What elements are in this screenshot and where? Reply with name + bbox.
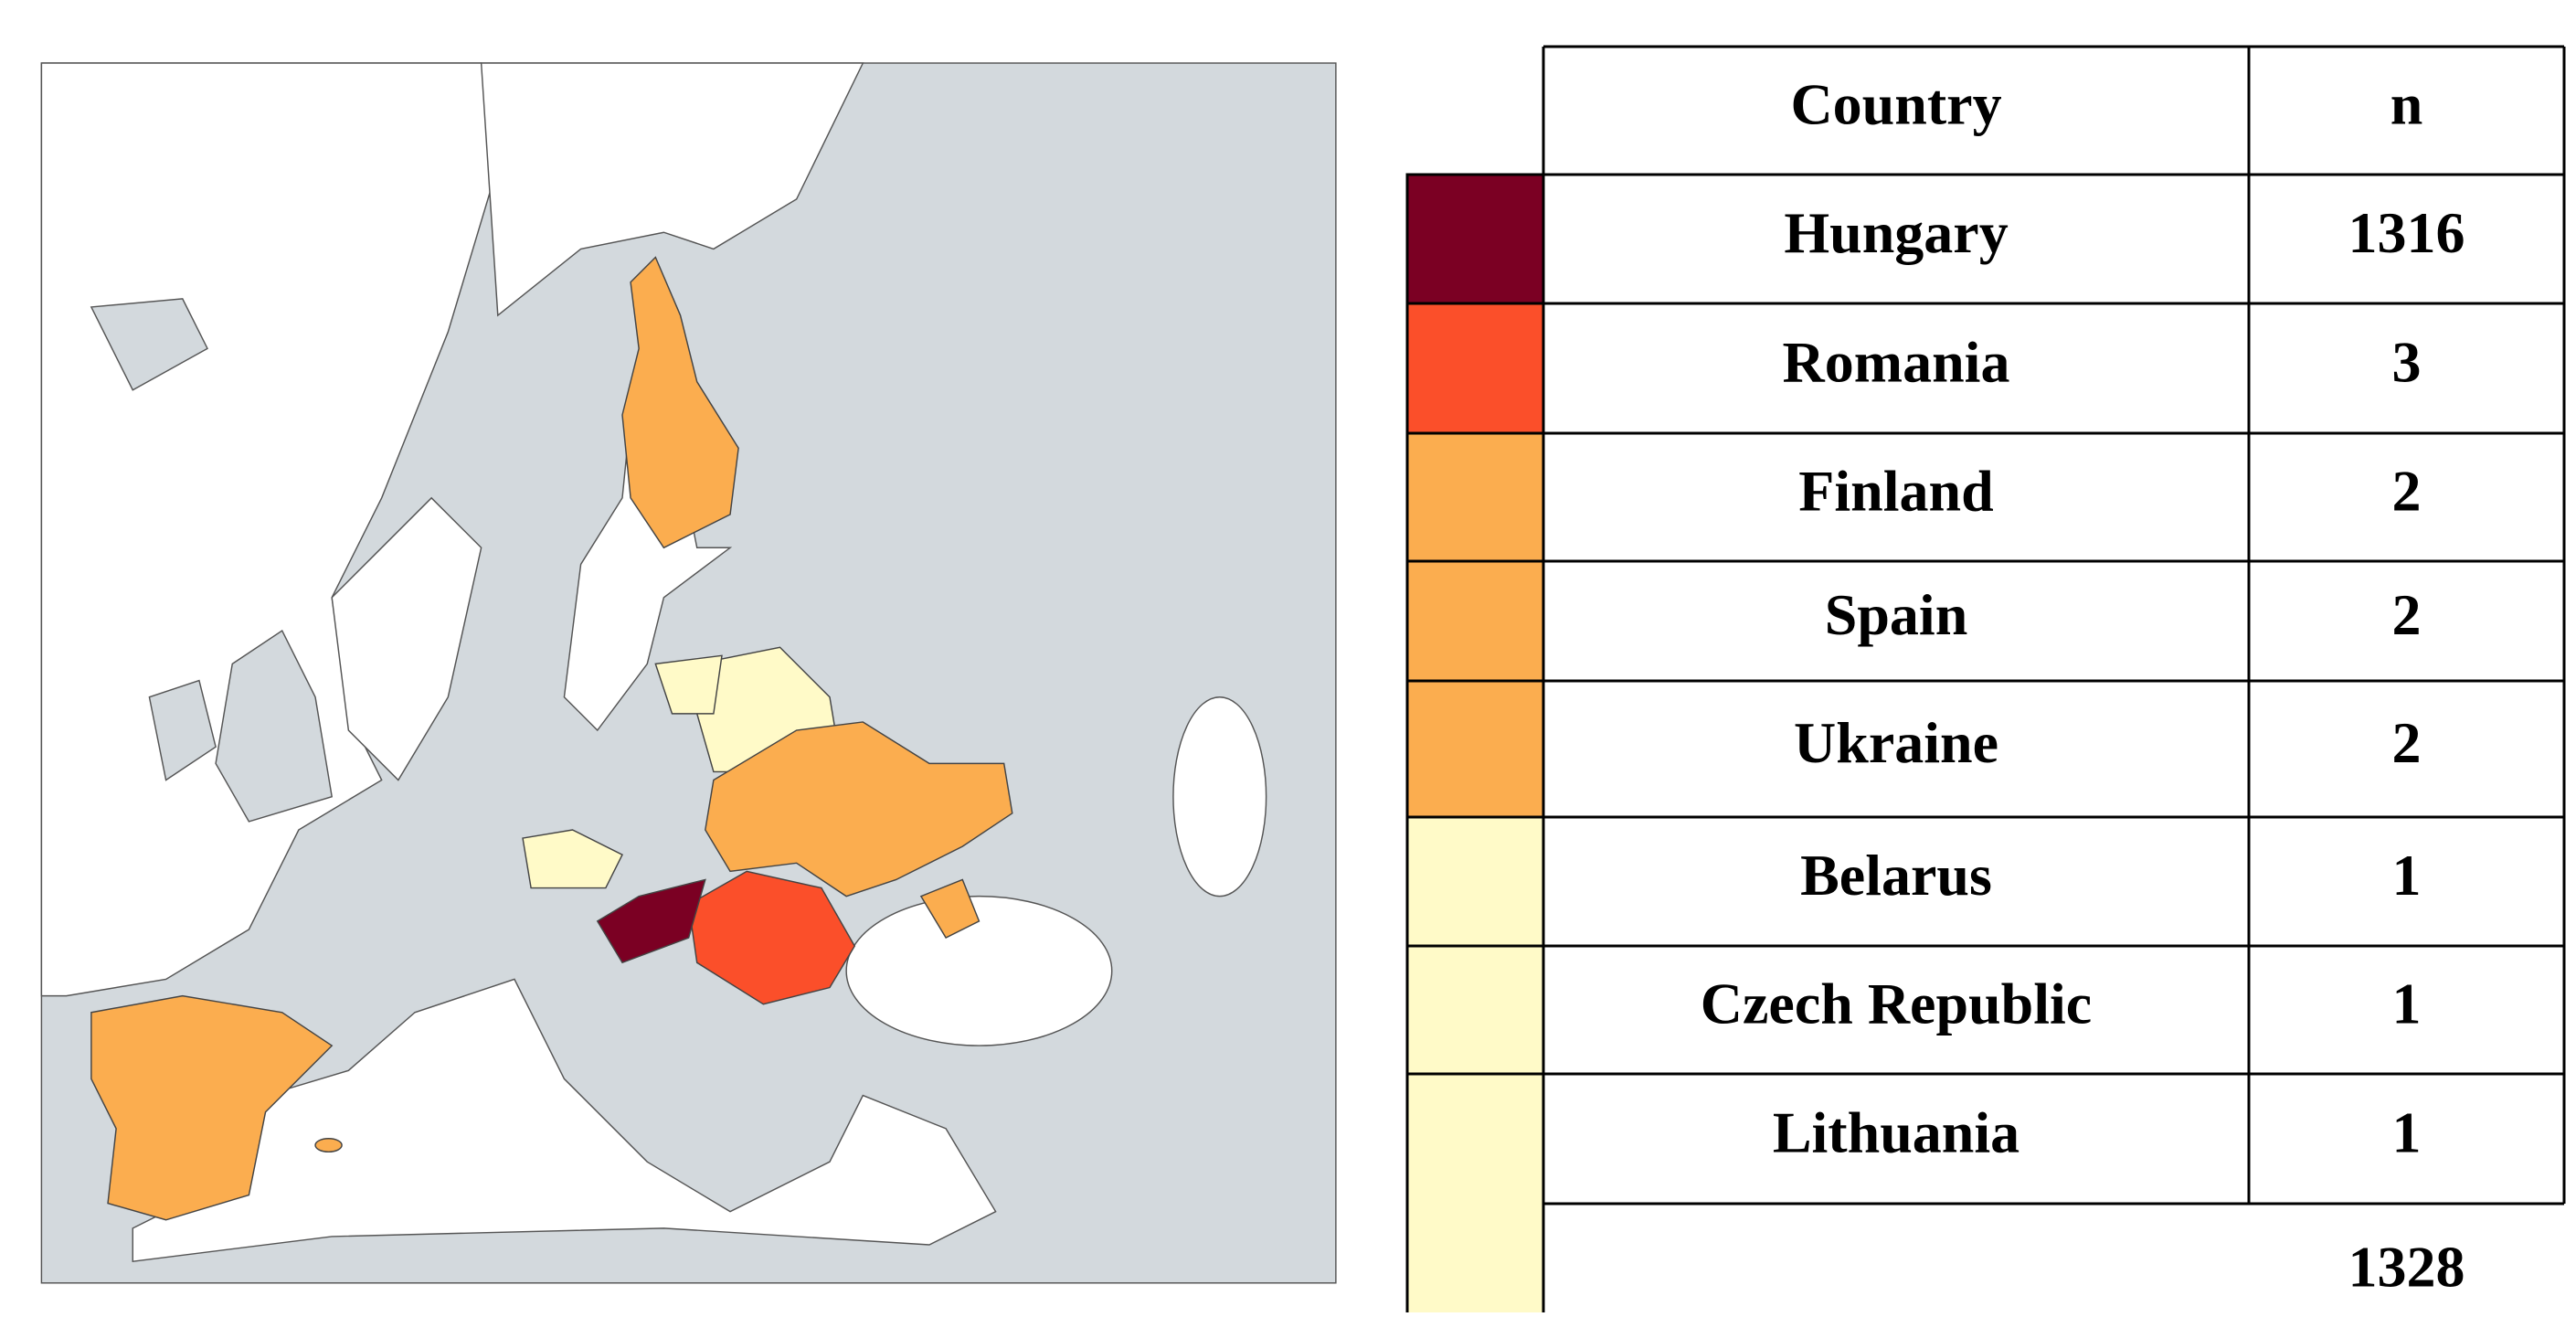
country-cell: Belarus <box>1800 843 1992 908</box>
country-spain-balearics <box>314 1138 343 1153</box>
country-spain <box>90 994 334 1221</box>
mediterranean-sea <box>132 978 997 1262</box>
country-cell: Spain <box>1825 582 1968 647</box>
baltic-sea <box>563 380 733 732</box>
table: Country n Hungary 1316 Romania 3 Finland 2 Spain… <box>1405 45 2566 1317</box>
n-cell: 3 <box>2392 330 2422 395</box>
header-cell: Country <box>1790 72 2001 137</box>
n-cell: 1 <box>2392 972 2422 1036</box>
n-cell: 2 <box>2392 710 2422 775</box>
country-cell: Czech Republic <box>1701 972 2092 1036</box>
n-cell: 2 <box>2392 582 2422 647</box>
country-cell: Finland <box>1798 459 1993 524</box>
country-cell: Ukraine <box>1794 710 1998 775</box>
country-cell: Hungary <box>1784 200 2008 265</box>
ireland <box>148 679 217 781</box>
north-sea <box>331 496 482 781</box>
country-finland <box>621 256 739 549</box>
arctic-sea <box>480 62 864 317</box>
header-cell: n <box>2390 72 2423 137</box>
legend-swatch <box>1405 1072 1545 1317</box>
great-britain <box>215 630 334 823</box>
black-sea <box>845 895 1113 1046</box>
caspian-sea <box>1172 696 1267 897</box>
country-ukraine-crimea <box>919 878 981 939</box>
n-cell: 2 <box>2392 459 2422 524</box>
iceland <box>90 298 208 391</box>
total: 1328 <box>2348 1235 2465 1300</box>
country-ukraine <box>705 721 1013 897</box>
n-cell: 1 <box>2392 1100 2422 1165</box>
country-cell: Lithuania <box>1773 1100 2019 1165</box>
country-lithuania <box>654 654 723 715</box>
country-czech-republic <box>522 829 623 889</box>
country-hungary <box>596 878 706 964</box>
country-romania <box>687 870 856 1005</box>
n-cell: 1316 <box>2348 200 2465 265</box>
europe-map <box>40 62 1337 1284</box>
n-cell: 1 <box>2392 843 2422 908</box>
country-cell: Romania <box>1783 330 2010 395</box>
